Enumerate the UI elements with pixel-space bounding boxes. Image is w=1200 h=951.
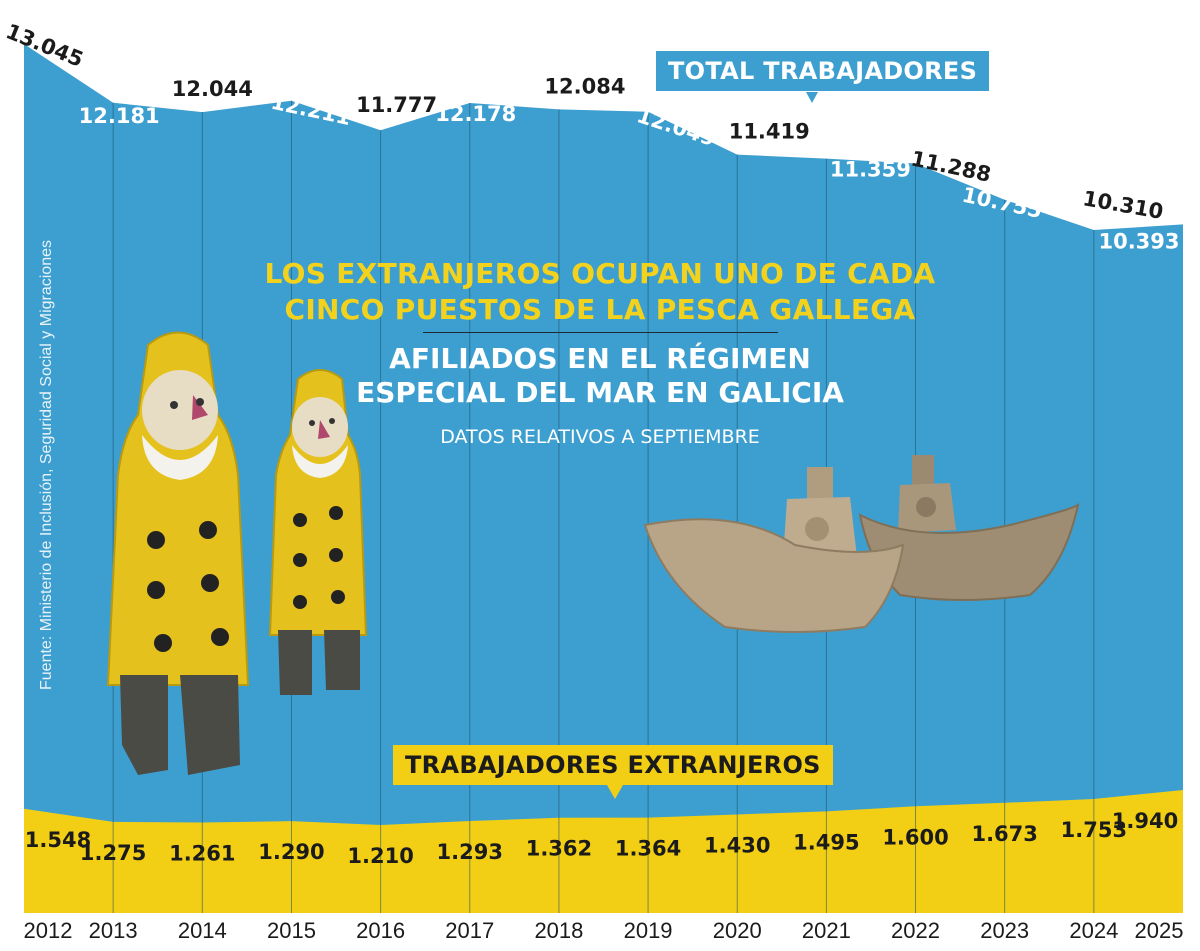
chart-title-line-1: LOS EXTRANJEROS OCUPAN UNO DE CADA [264,257,936,290]
foreign-value-label: 1.673 [971,822,1037,846]
chart-title-line-2: CINCO PUESTOS DE LA PESCA GALLEGA [284,293,916,326]
foreign-value-label: 1.364 [615,837,681,861]
total-value-label: 11.359 [830,158,911,182]
x-tick-label: 2022 [891,918,940,943]
series-area-total [24,44,1183,913]
foreign-value-label: 1.495 [793,830,859,854]
x-tick-label: 2025 [1135,918,1184,943]
series-label-foreign: TRABAJADORES EXTRANJEROS [393,745,833,799]
boat-figure-icon [858,455,1080,601]
total-value-label: 12.084 [544,74,625,98]
foreign-value-label: 1.940 [1112,809,1178,833]
foreign-value-label: 1.210 [347,844,413,868]
chart-subtitle-line-1: AFILIADOS EN EL RÉGIMEN [389,342,811,375]
foreign-value-label: 1.548 [25,828,91,852]
x-tick-label: 2016 [356,918,405,943]
chart-title: LOS EXTRANJEROS OCUPAN UNO DE CADA CINCO… [0,256,1200,328]
x-tick-label: 2024 [1069,918,1118,943]
total-value-label: 11.777 [356,93,437,117]
boat-figure-icon [643,467,905,633]
title-divider [423,332,778,333]
series-label-total: TOTAL TRABAJADORES [654,49,992,107]
x-tick-label: 2018 [534,918,583,943]
x-tick-label: 2023 [980,918,1029,943]
foreign-value-label: 1.362 [526,837,592,861]
series-area-foreign [24,790,1183,913]
foreign-value-label: 1.261 [169,842,235,866]
total-value-label: 10.310 [1081,186,1165,224]
total-value-label: 12.178 [435,102,516,126]
foreign-value-label: 1.290 [258,840,324,864]
chart-note: DATOS RELATIVOS A SEPTIEMBRE [440,426,760,448]
fisherman-figure-icon [106,331,250,775]
x-tick-label: 2017 [445,918,494,943]
fisherman-figure-icon [268,369,368,695]
x-tick-label: 2014 [178,918,227,943]
total-value-label: 10.393 [1098,229,1179,253]
x-tick-label: 2013 [89,918,138,943]
foreign-value-label: 1.293 [437,840,503,864]
foreign-value-label: 1.753 [1061,818,1127,842]
chart-subtitle: AFILIADOS EN EL RÉGIMEN ESPECIAL DEL MAR… [0,342,1200,410]
foreign-value-label: 1.600 [882,825,948,849]
total-value-label: 12.181 [79,104,160,128]
chart-subtitle-line-2: ESPECIAL DEL MAR EN GALICIA [356,376,844,409]
total-value-label: 12.044 [172,77,253,101]
x-tick-label: 2021 [802,918,851,943]
x-tick-label: 2019 [624,918,673,943]
x-tick-label: 2020 [713,918,762,943]
total-value-label: 11.419 [729,120,810,144]
x-tick-label: 2015 [267,918,316,943]
foreign-value-label: 1.275 [80,841,146,865]
x-tick-label: 2012 [24,918,73,943]
foreign-value-label: 1.430 [704,833,770,857]
